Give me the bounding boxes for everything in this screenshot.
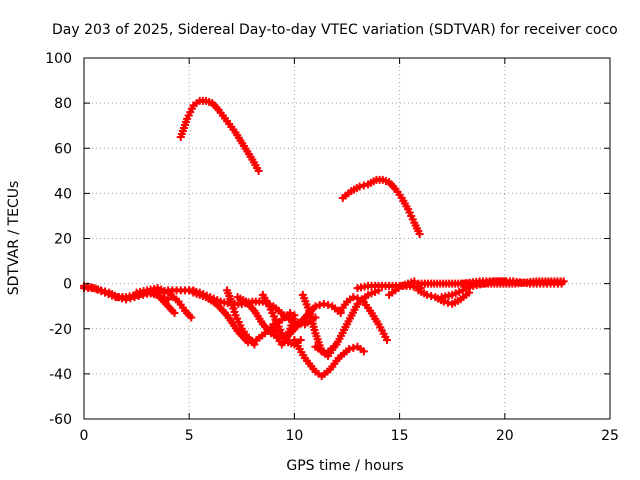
series-arc14 <box>290 336 368 381</box>
x-tick-label: 25 <box>601 428 619 444</box>
x-tick-label: 15 <box>391 428 409 444</box>
series-markers <box>224 289 257 347</box>
y-tick-label: 20 <box>54 232 72 248</box>
series-layer <box>80 96 568 381</box>
series-markers <box>136 284 194 320</box>
x-tick-label: 5 <box>185 428 194 444</box>
axis-ticks: 0 5 10 15 20 25 -60 -40 -20 0 20 40 60 80 100 <box>45 51 619 444</box>
series-arc16 <box>311 286 383 358</box>
y-axis-title: SDTVAR / TECUs <box>6 181 22 296</box>
y-tick-label: 0 <box>63 277 72 293</box>
series-markers <box>314 287 380 356</box>
series-arc5 <box>132 284 196 322</box>
y-tick-label: -40 <box>49 367 72 383</box>
series-markers <box>388 278 416 297</box>
series-arc6 <box>149 288 179 317</box>
y-tick-label: -60 <box>49 412 72 428</box>
series-arc8 <box>189 288 295 347</box>
series-arc9 <box>223 286 259 349</box>
data-point <box>319 299 328 308</box>
y-tick-label: 100 <box>45 51 72 67</box>
series-markers <box>341 175 423 236</box>
series-markers <box>152 290 177 315</box>
x-tick-label: 20 <box>496 428 514 444</box>
y-tick-label: -20 <box>49 322 72 338</box>
series-arc17 <box>336 293 391 345</box>
grid-lines <box>84 58 610 419</box>
series-arc23 <box>458 277 566 288</box>
series-arc2 <box>338 175 424 238</box>
chart-title: Day 203 of 2025, Sidereal Day-to-day VTE… <box>52 22 618 38</box>
y-tick-label: 60 <box>54 141 72 157</box>
x-tick-label: 10 <box>285 428 303 444</box>
series-markers <box>462 277 562 288</box>
x-axis-title: GPS time / hours <box>286 458 403 474</box>
x-tick-label: 0 <box>80 428 89 444</box>
series-markers <box>292 339 365 378</box>
y-tick-label: 40 <box>54 186 72 202</box>
y-tick-label: 80 <box>54 96 72 112</box>
series-markers <box>338 294 390 341</box>
series-arc19 <box>385 277 419 299</box>
series-markers <box>177 96 262 172</box>
series-arc12 <box>269 311 299 349</box>
series-arc1 <box>176 96 263 175</box>
